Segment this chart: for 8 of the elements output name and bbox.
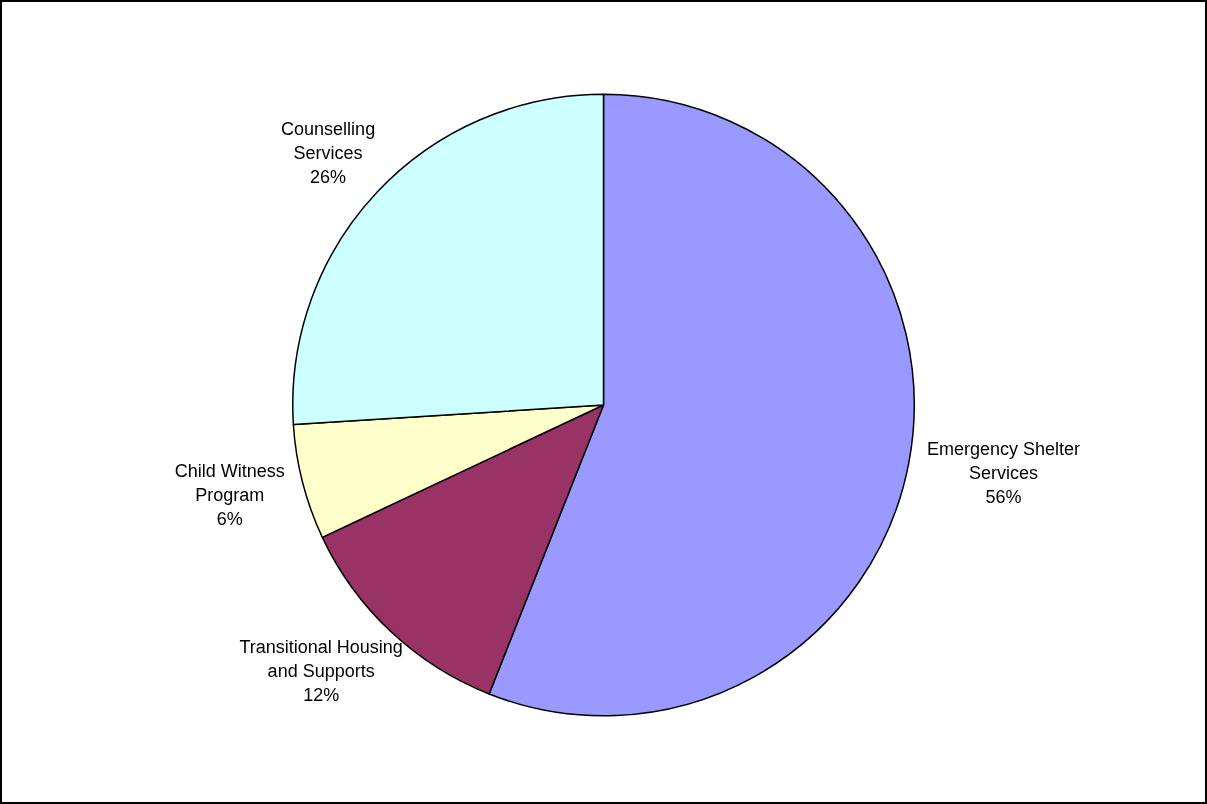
- slice-label: Emergency Shelter Services: [927, 438, 1081, 483]
- slice-label: Child Witness Program: [174, 461, 285, 506]
- data-label: 12%: [303, 685, 340, 706]
- data-label: 26%: [310, 166, 347, 187]
- slice-label: Counselling Services: [281, 118, 376, 163]
- data-label: 56%: [985, 486, 1022, 507]
- slice-label: Transitional Housing and Supports: [239, 637, 403, 682]
- data-label: 6%: [216, 509, 243, 530]
